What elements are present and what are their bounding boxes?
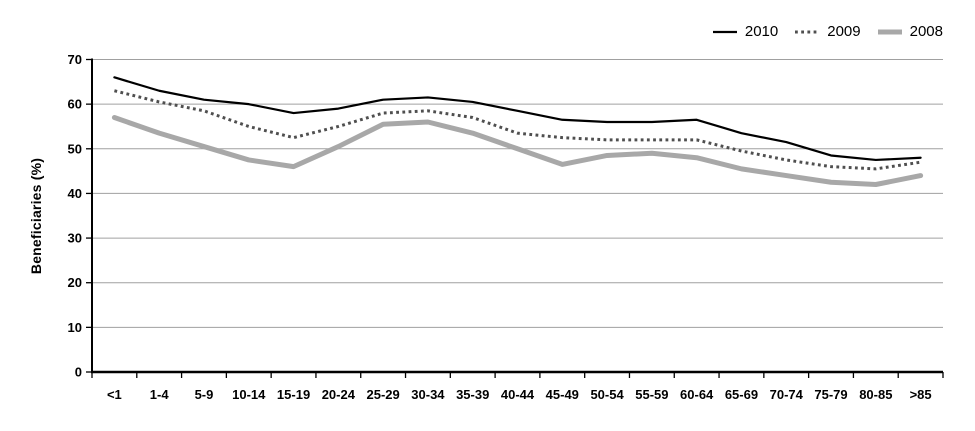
x-tick-label: 60-64 [680, 387, 714, 402]
legend-item-2008: 2008 [877, 23, 943, 40]
x-tick-label: 5-9 [195, 387, 214, 402]
y-tick-label: 40 [68, 186, 82, 201]
x-tick-label: 75-79 [814, 387, 847, 402]
x-tick-label: 50-54 [590, 387, 624, 402]
x-tick-label: 30-34 [411, 387, 445, 402]
x-tick-label: 45-49 [546, 387, 579, 402]
legend-line-sample-dotted [795, 30, 820, 33]
x-tick-label: 10-14 [232, 387, 266, 402]
legend-label: 2008 [909, 23, 943, 40]
legend-label: 2009 [827, 23, 861, 40]
x-tick-label: 35-39 [456, 387, 489, 402]
y-tick-label: 30 [68, 231, 82, 246]
x-tick-label: >85 [910, 387, 932, 402]
x-tick-label: 20-24 [322, 387, 356, 402]
chart-legend: 2010 2009 2008 [712, 23, 943, 40]
y-tick-label: 20 [68, 275, 82, 290]
y-tick-label: 70 [68, 52, 82, 67]
axis-ticks [86, 58, 944, 378]
series-line-2008 [111, 115, 924, 187]
y-tick-label: 60 [68, 97, 82, 112]
y-tick-labels: 0 10 20 30 40 50 60 70 [68, 52, 82, 380]
legend-line-sample-solid [712, 30, 737, 33]
x-tick-label: 1-4 [150, 387, 170, 402]
y-tick-label: 0 [75, 365, 82, 380]
legend-line-sample-solid [877, 29, 902, 34]
x-tick-labels: <1 1-4 5-9 10-14 15-19 20-24 25-29 30-34 35-39 40… [107, 387, 932, 402]
y-tick-label: 50 [68, 141, 82, 156]
x-tick-label: 65-69 [725, 387, 758, 402]
x-tick-label: 25-29 [367, 387, 400, 402]
y-tick-label: 10 [68, 320, 82, 335]
x-tick-label: 40-44 [501, 387, 535, 402]
legend-item-2010: 2010 [712, 23, 779, 40]
x-tick-label: <1 [107, 387, 122, 402]
x-tick-label: 80-85 [859, 387, 892, 402]
series-line-2009 [114, 89, 921, 171]
data-series [111, 76, 924, 187]
x-tick-label: 55-59 [635, 387, 668, 402]
x-tick-label: 15-19 [277, 387, 310, 402]
series-line-2010 [113, 76, 922, 162]
x-tick-label: 70-74 [770, 387, 804, 402]
legend-label: 2010 [744, 23, 779, 40]
gridlines [92, 59, 943, 328]
legend-item-2009: 2009 [795, 23, 861, 40]
